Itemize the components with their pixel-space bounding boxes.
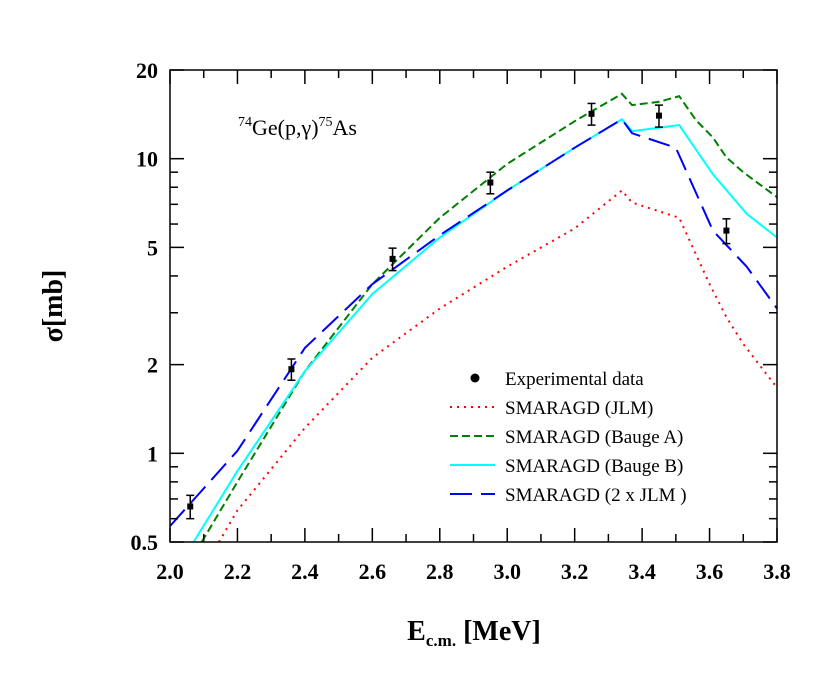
- y-tick-label: 20: [136, 58, 158, 83]
- series-line-3: [170, 117, 777, 527]
- x-tick-label: 2.8: [426, 559, 454, 584]
- data-point: [388, 247, 397, 272]
- series-line-0: [218, 189, 777, 542]
- legend-label: Experimental data: [505, 369, 644, 390]
- x-tick-label: 3.4: [628, 559, 656, 584]
- series-line-1: [200, 92, 777, 542]
- legend: Experimental data SMARAGD (JLM) SMARAGD (B…: [450, 369, 687, 506]
- plot-frame: [169, 69, 778, 543]
- y-tick-label: 1: [147, 441, 158, 466]
- x-tick-label: 3.0: [493, 559, 521, 584]
- legend-label: SMARAGD (Bauge A): [505, 427, 683, 448]
- y-axis-label: σ[mb]: [38, 270, 69, 343]
- data-point: [486, 171, 495, 195]
- data-point: [287, 358, 296, 382]
- x-tick-label: 3.2: [561, 559, 589, 584]
- x-tick-label: 2.4: [291, 559, 319, 584]
- y-tick-label: 10: [136, 147, 158, 172]
- legend-label: SMARAGD (2 x JLM ): [505, 485, 687, 506]
- x-tick-label: 2.2: [224, 559, 252, 584]
- x-tick-label: 3.8: [763, 559, 791, 584]
- x-tick-label: 3.6: [696, 559, 724, 584]
- x-tick-label: 2.6: [359, 559, 387, 584]
- data-point: [186, 494, 195, 520]
- y-tick-label: 0.5: [131, 530, 159, 555]
- y-tick-label: 5: [147, 235, 158, 260]
- legend-label: SMARAGD (JLM): [505, 398, 653, 419]
- data-point-marker: [288, 366, 295, 373]
- y-tick-label: 2: [147, 353, 158, 378]
- data-point-marker: [389, 255, 396, 262]
- reaction-annotation: 74Ge(p,γ)75As: [238, 115, 357, 140]
- data-point: [587, 102, 596, 126]
- data-point-marker: [723, 227, 730, 234]
- series-line-2: [192, 118, 777, 542]
- data-point: [722, 218, 731, 245]
- legend-label: SMARAGD (Bauge B): [505, 456, 683, 477]
- x-tick-label: 2.0: [156, 559, 184, 584]
- data-point-marker: [588, 110, 595, 117]
- x-axis-label: Ec.m. [MeV]: [407, 616, 541, 650]
- data-point-marker: [487, 179, 494, 186]
- data-point: [654, 104, 663, 128]
- legend-marker-experimental: [470, 373, 480, 383]
- data-point-marker: [187, 503, 194, 510]
- data-point-marker: [655, 112, 662, 119]
